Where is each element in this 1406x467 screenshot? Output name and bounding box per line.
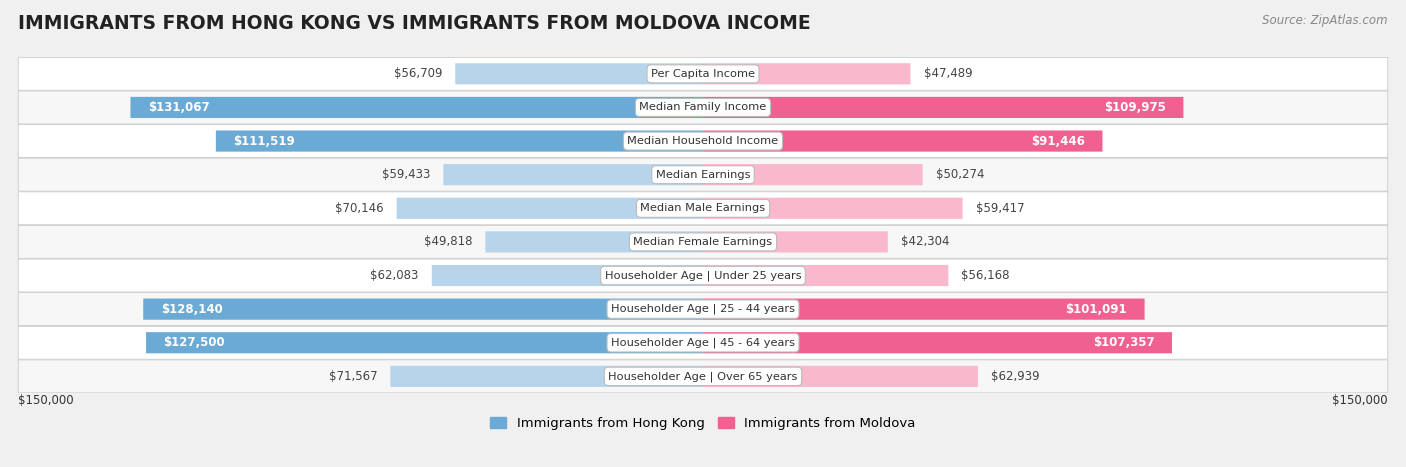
- Text: $107,357: $107,357: [1092, 336, 1154, 349]
- FancyBboxPatch shape: [703, 130, 1102, 152]
- Text: Householder Age | 45 - 64 years: Householder Age | 45 - 64 years: [612, 338, 794, 348]
- Text: $62,939: $62,939: [991, 370, 1039, 383]
- Text: $70,146: $70,146: [335, 202, 384, 215]
- Text: Median Male Earnings: Median Male Earnings: [641, 203, 765, 213]
- Text: $56,168: $56,168: [962, 269, 1010, 282]
- FancyBboxPatch shape: [131, 97, 703, 118]
- FancyBboxPatch shape: [18, 259, 1388, 292]
- Text: $131,067: $131,067: [148, 101, 209, 114]
- FancyBboxPatch shape: [703, 63, 911, 85]
- Text: Householder Age | 25 - 44 years: Householder Age | 25 - 44 years: [612, 304, 794, 314]
- FancyBboxPatch shape: [391, 366, 703, 387]
- FancyBboxPatch shape: [18, 91, 1388, 124]
- Text: $50,274: $50,274: [936, 168, 984, 181]
- Text: Householder Age | Under 25 years: Householder Age | Under 25 years: [605, 270, 801, 281]
- Text: $101,091: $101,091: [1066, 303, 1128, 316]
- Text: Median Earnings: Median Earnings: [655, 170, 751, 180]
- Text: Median Female Earnings: Median Female Earnings: [634, 237, 772, 247]
- Text: $111,519: $111,519: [233, 134, 295, 148]
- Text: Per Capita Income: Per Capita Income: [651, 69, 755, 79]
- FancyBboxPatch shape: [18, 57, 1388, 90]
- Text: $59,433: $59,433: [382, 168, 430, 181]
- Text: $128,140: $128,140: [160, 303, 222, 316]
- FancyBboxPatch shape: [703, 366, 979, 387]
- Text: $150,000: $150,000: [1331, 394, 1388, 407]
- Text: $150,000: $150,000: [18, 394, 75, 407]
- FancyBboxPatch shape: [443, 164, 703, 185]
- Text: Median Household Income: Median Household Income: [627, 136, 779, 146]
- Text: $71,567: $71,567: [329, 370, 377, 383]
- Text: $91,446: $91,446: [1031, 134, 1085, 148]
- FancyBboxPatch shape: [18, 326, 1388, 359]
- FancyBboxPatch shape: [143, 298, 703, 320]
- Text: $62,083: $62,083: [370, 269, 419, 282]
- Text: $59,417: $59,417: [976, 202, 1025, 215]
- Text: $127,500: $127,500: [163, 336, 225, 349]
- FancyBboxPatch shape: [217, 130, 703, 152]
- FancyBboxPatch shape: [485, 231, 703, 253]
- Text: $47,489: $47,489: [924, 67, 972, 80]
- FancyBboxPatch shape: [396, 198, 703, 219]
- FancyBboxPatch shape: [703, 332, 1173, 354]
- FancyBboxPatch shape: [703, 164, 922, 185]
- FancyBboxPatch shape: [703, 265, 949, 286]
- FancyBboxPatch shape: [18, 158, 1388, 191]
- FancyBboxPatch shape: [432, 265, 703, 286]
- Text: Median Family Income: Median Family Income: [640, 102, 766, 113]
- Text: Householder Age | Over 65 years: Householder Age | Over 65 years: [609, 371, 797, 382]
- FancyBboxPatch shape: [703, 97, 1184, 118]
- FancyBboxPatch shape: [703, 298, 1144, 320]
- FancyBboxPatch shape: [456, 63, 703, 85]
- FancyBboxPatch shape: [703, 198, 963, 219]
- Text: $109,975: $109,975: [1104, 101, 1166, 114]
- FancyBboxPatch shape: [18, 293, 1388, 325]
- FancyBboxPatch shape: [703, 231, 887, 253]
- Text: $42,304: $42,304: [901, 235, 949, 248]
- FancyBboxPatch shape: [146, 332, 703, 354]
- Text: IMMIGRANTS FROM HONG KONG VS IMMIGRANTS FROM MOLDOVA INCOME: IMMIGRANTS FROM HONG KONG VS IMMIGRANTS …: [18, 14, 811, 33]
- FancyBboxPatch shape: [18, 125, 1388, 157]
- Text: $56,709: $56,709: [394, 67, 441, 80]
- Legend: Immigrants from Hong Kong, Immigrants from Moldova: Immigrants from Hong Kong, Immigrants fr…: [491, 417, 915, 430]
- FancyBboxPatch shape: [18, 226, 1388, 258]
- Text: $49,818: $49,818: [423, 235, 472, 248]
- FancyBboxPatch shape: [18, 360, 1388, 393]
- Text: Source: ZipAtlas.com: Source: ZipAtlas.com: [1263, 14, 1388, 27]
- FancyBboxPatch shape: [18, 192, 1388, 225]
